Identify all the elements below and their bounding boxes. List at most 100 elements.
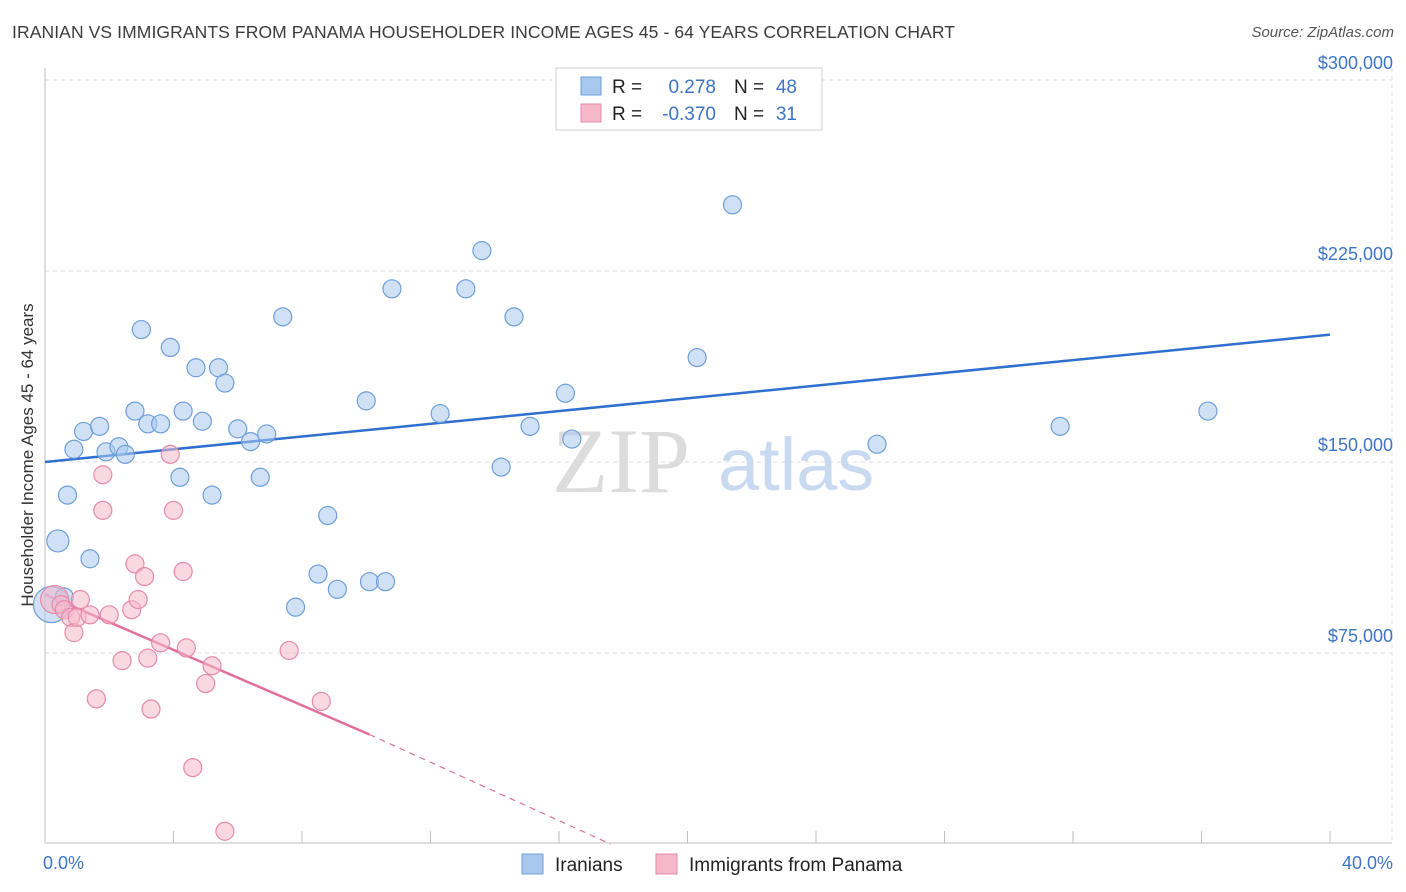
point-panama-24 — [183, 757, 203, 778]
point-panama-12 — [112, 651, 132, 671]
point-panama-11 — [99, 605, 119, 625]
legend-swatch-iranians — [580, 76, 602, 96]
source-credit: Source: ZipAtlas.com — [1251, 24, 1394, 41]
point-iranians-24 — [241, 432, 261, 452]
bottom-legend-swatch-iranians — [521, 853, 544, 875]
point-iranians-23 — [228, 419, 248, 439]
point-iranians-41 — [520, 416, 540, 436]
point-iranians-42 — [555, 383, 576, 403]
point-iranians-48 — [1198, 401, 1218, 421]
legend-r-label-1: R = — [612, 77, 642, 98]
bottom-legend-swatch-panama — [655, 853, 678, 875]
point-panama-17 — [138, 648, 158, 668]
point-iranians-15 — [160, 337, 180, 357]
data-points — [32, 195, 1218, 841]
legend-n-label-1: N = — [734, 77, 764, 98]
point-panama-28 — [279, 640, 299, 661]
point-iranians-5 — [73, 421, 94, 442]
point-panama-18 — [141, 699, 161, 719]
point-iranians-10 — [115, 444, 135, 464]
x-tick-label-1: 40.0% — [1342, 853, 1393, 873]
point-iranians-40 — [504, 307, 524, 327]
point-iranians-35 — [382, 279, 402, 299]
point-iranians-3 — [57, 485, 78, 505]
bottom-legend-label-iranians: Iranians — [555, 855, 623, 876]
point-iranians-28 — [285, 597, 306, 617]
legend-r-value-2: -0.370 — [662, 104, 716, 125]
x-tick-label-0: 0.0% — [43, 853, 84, 873]
legend-n-value-1: 48 — [776, 77, 797, 98]
y-tick-label-3: $300,000 — [1318, 53, 1393, 73]
point-panama-23 — [176, 638, 196, 658]
point-iranians-31 — [327, 579, 347, 599]
point-iranians-30 — [318, 505, 338, 526]
point-panama-14 — [125, 554, 145, 574]
point-panama-25 — [196, 673, 216, 694]
point-iranians-38 — [472, 241, 492, 261]
legend-n-label-2: N = — [734, 104, 764, 125]
series-panama — [40, 444, 331, 841]
point-iranians-22 — [215, 373, 235, 393]
watermark-atlas: atlas — [718, 423, 874, 506]
point-panama-21 — [163, 500, 184, 520]
legend-swatch-panama — [580, 103, 602, 123]
watermark-zip: ZIP — [552, 410, 690, 512]
point-panama-6 — [70, 589, 90, 610]
point-panama-20 — [160, 444, 180, 464]
point-iranians-43 — [562, 429, 582, 449]
point-panama-8 — [86, 689, 107, 709]
y-tick-label-1: $150,000 — [1318, 435, 1393, 455]
axes — [44, 68, 1392, 844]
point-iranians-7 — [90, 416, 110, 436]
point-iranians-1 — [46, 529, 70, 553]
point-panama-19 — [151, 633, 171, 653]
point-iranians-47 — [1050, 416, 1070, 436]
trend-line-panama-extension — [369, 733, 611, 845]
point-panama-16 — [134, 566, 155, 587]
point-iranians-34 — [375, 572, 396, 592]
point-iranians-32 — [356, 391, 376, 411]
point-iranians-16 — [170, 467, 190, 487]
legend-bottom: Iranians Immigrants from Panama — [521, 853, 903, 876]
point-iranians-36 — [430, 404, 450, 424]
point-iranians-46 — [867, 434, 887, 454]
point-iranians-33 — [359, 572, 380, 592]
point-iranians-27 — [273, 307, 293, 327]
point-iranians-18 — [186, 358, 206, 378]
point-iranians-29 — [308, 564, 328, 584]
point-iranians-26 — [257, 424, 277, 444]
y-tick-label-0: $75,000 — [1328, 626, 1393, 646]
point-iranians-17 — [173, 401, 193, 421]
legend-top: R = 0.278 N = 48 R = -0.370 N = 31 — [555, 67, 823, 131]
point-panama-7 — [80, 605, 100, 625]
point-panama-10 — [93, 465, 113, 485]
chart-title: IRANIAN VS IMMIGRANTS FROM PANAMA HOUSEH… — [12, 22, 956, 42]
bottom-legend-label-panama: Immigrants from Panama — [689, 855, 903, 876]
legend-n-value-2: 31 — [776, 104, 797, 125]
point-panama-26 — [202, 656, 222, 676]
point-panama-22 — [173, 561, 193, 582]
legend-r-value-1: 0.278 — [668, 77, 716, 98]
point-iranians-14 — [151, 414, 171, 434]
point-iranians-6 — [80, 549, 100, 569]
point-iranians-39 — [491, 457, 511, 477]
point-iranians-4 — [64, 439, 84, 459]
y-tick-labels: $75,000 $150,000 $225,000 $300,000 — [1318, 53, 1393, 646]
point-panama-27 — [215, 821, 235, 841]
point-iranians-37 — [456, 279, 476, 299]
point-panama-15 — [128, 589, 148, 610]
point-iranians-20 — [202, 485, 222, 505]
y-tick-label-2: $225,000 — [1318, 244, 1393, 264]
point-iranians-45 — [722, 195, 743, 215]
grid-lines — [45, 68, 1393, 843]
point-iranians-19 — [192, 411, 213, 431]
point-iranians-25 — [250, 467, 270, 487]
x-tick-labels: 0.0% 40.0% — [43, 853, 1393, 873]
point-iranians-44 — [687, 347, 707, 368]
point-iranians-11 — [125, 401, 145, 421]
point-panama-9 — [93, 500, 113, 520]
y-axis-label: Householder Income Ages 45 - 64 years — [18, 303, 37, 606]
point-panama-29 — [311, 691, 331, 711]
legend-r-label-2: R = — [612, 104, 642, 125]
